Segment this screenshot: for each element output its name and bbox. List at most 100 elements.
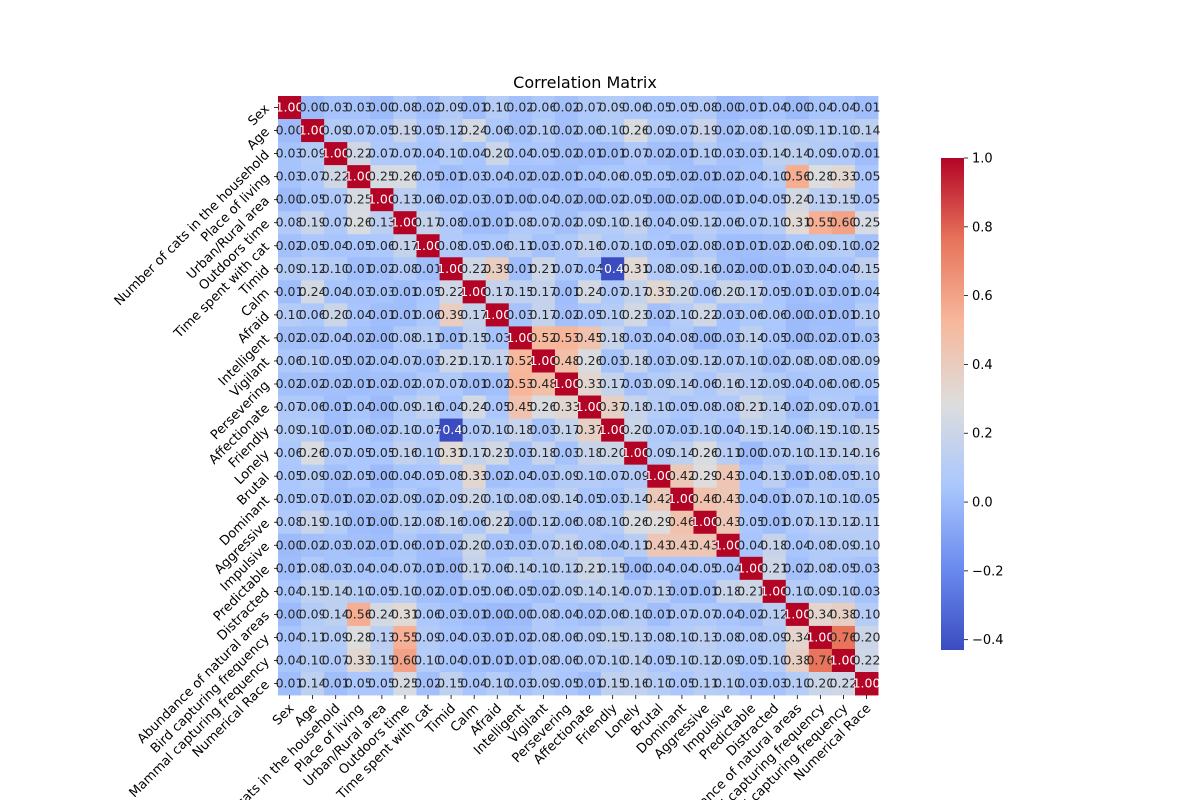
- heatmap-cell: [624, 533, 648, 558]
- heatmap-cell: [439, 464, 464, 489]
- cell-value-label: 0.17: [391, 238, 419, 253]
- heatmap-cell: [670, 257, 694, 281]
- cell-value-label: 0.00: [276, 606, 304, 621]
- heatmap-cell: [347, 96, 371, 120]
- cell-value-label: 0.05: [668, 676, 696, 691]
- cell-value-label: 0.19: [691, 123, 719, 138]
- cell-value-label: 0.07: [622, 146, 650, 161]
- heatmap-cell: [554, 188, 579, 212]
- cell-value-label: 0.07: [322, 192, 350, 207]
- cell-value-label: 0.07: [414, 376, 442, 391]
- heatmap-cell: [508, 280, 533, 304]
- heatmap-cell: [347, 395, 371, 419]
- cell-value-label: 0.02: [368, 422, 396, 437]
- heatmap-cell: [439, 234, 464, 258]
- heatmap-cell: [739, 672, 764, 696]
- heatmap-cell: [324, 165, 348, 189]
- heatmap-cell: [624, 418, 648, 442]
- cell-value-label: 0.01: [737, 238, 765, 253]
- cell-value-label: 0.08: [714, 399, 742, 414]
- cell-value-label: 0.00: [783, 330, 811, 345]
- heatmap-cell: [785, 648, 810, 673]
- cell-value-label: 0.10: [622, 238, 650, 253]
- cell-value-label: 0.02: [760, 353, 788, 368]
- heatmap-cell: [693, 234, 717, 258]
- heatmap-cell: [578, 303, 602, 327]
- cell-value-label: 0.48: [553, 353, 581, 368]
- cell-value-label: 0.08: [391, 100, 419, 115]
- heatmap-cell: [647, 188, 671, 212]
- cell-value-label: 1.00: [483, 307, 511, 322]
- cell-value-label: 0.08: [830, 353, 858, 368]
- heatmap-cell: [647, 257, 671, 281]
- heatmap-cell: [278, 234, 302, 258]
- cell-value-label: 0.05: [853, 491, 881, 506]
- cell-value-label: 0.13: [645, 583, 673, 598]
- cell-value-label: 0.10: [830, 238, 858, 253]
- cell-value-label: 0.01: [760, 491, 788, 506]
- heatmap-cell: [578, 556, 602, 581]
- cell-value-label: 0.03: [622, 376, 650, 391]
- cell-value-label: 0.05: [668, 399, 696, 414]
- colorbar-tick-label: 0.8: [972, 220, 993, 235]
- cell-value-label: 0.04: [414, 146, 442, 161]
- heatmap-cell: [855, 96, 879, 120]
- cell-value-label: 0.26: [299, 445, 327, 460]
- cell-value-label: 0.19: [299, 215, 327, 230]
- heatmap-cell: [647, 349, 671, 373]
- cell-value-label: 0.21: [737, 583, 765, 598]
- heatmap-cell: [693, 487, 717, 512]
- cell-value-label: 0.09: [783, 123, 811, 138]
- cell-value-label: 0.08: [437, 215, 465, 230]
- heatmap-cell: [624, 602, 648, 627]
- cell-value-label: 0.17: [414, 215, 442, 230]
- cell-value-label: 0.10: [760, 215, 788, 230]
- cell-value-label: 0.00: [368, 399, 396, 414]
- cell-value-label: 0.26: [691, 445, 719, 460]
- cell-value-label: 0.03: [506, 307, 534, 322]
- cell-value-label: 0.01: [414, 560, 442, 575]
- cell-value-label: 1.00: [576, 399, 604, 414]
- cell-value-label: 0.22: [437, 284, 465, 299]
- heatmap-cell: [762, 602, 787, 627]
- cell-value-label: 0.17: [483, 284, 511, 299]
- cell-value-label: 0.01: [830, 307, 858, 322]
- heatmap-cell: [439, 418, 464, 442]
- cell-value-label: 0.10: [668, 652, 696, 667]
- cell-value-label: 0.20: [599, 445, 627, 460]
- heatmap-cell: [347, 188, 371, 212]
- heatmap-cell: [278, 395, 302, 419]
- cell-value-label: 0.01: [830, 330, 858, 345]
- heatmap-cell: [739, 372, 764, 396]
- heatmap-cell: [301, 372, 325, 396]
- heatmap-cell: [508, 533, 533, 558]
- cell-value-label: 0.03: [737, 676, 765, 691]
- cell-value-label: 0.56: [345, 606, 373, 621]
- heatmap-cell: [601, 625, 625, 650]
- heatmap-cell: [531, 625, 556, 650]
- heatmap-cell: [531, 395, 556, 419]
- heatmap-cell: [462, 349, 487, 373]
- cell-value-label: 0.03: [529, 238, 557, 253]
- cell-value-label: 1.00: [691, 514, 719, 529]
- heatmap-cell: [601, 648, 625, 673]
- cell-value-label: 0.10: [853, 307, 881, 322]
- cell-value-label: 0.42: [668, 468, 696, 483]
- heatmap-cell: [370, 372, 394, 396]
- cell-value-label: 0.48: [529, 376, 557, 391]
- cell-value-label: 0.06: [276, 445, 304, 460]
- heatmap-cell: [670, 303, 694, 327]
- cell-value-label: 0.05: [460, 238, 488, 253]
- heatmap-cell: [393, 672, 417, 696]
- heatmap-cell: [578, 326, 602, 350]
- cell-value-label: 0.02: [483, 376, 511, 391]
- cell-value-label: 0.00: [506, 606, 534, 621]
- cell-value-label: 0.05: [853, 376, 881, 391]
- heatmap-cell: [531, 96, 556, 120]
- cell-value-label: 0.08: [437, 238, 465, 253]
- cell-value-label: 0.02: [276, 238, 304, 253]
- heatmap-cell: [785, 510, 810, 535]
- cell-value-label: 0.14: [599, 583, 627, 598]
- heatmap-cell: [278, 464, 302, 489]
- cell-value-label: 0.02: [299, 537, 327, 552]
